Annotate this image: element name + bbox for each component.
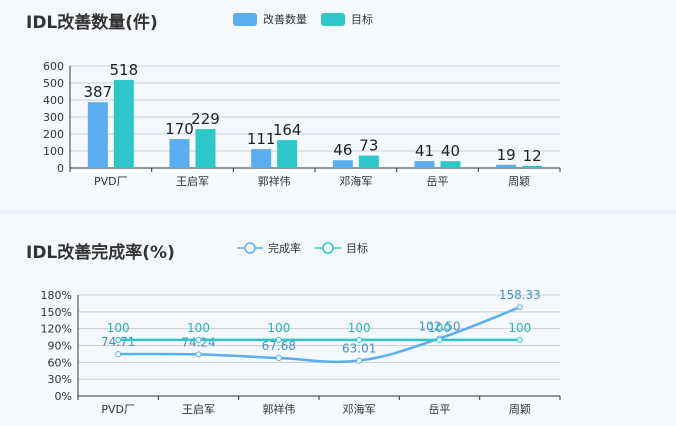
data-point	[356, 357, 363, 364]
x-tick-label: 郭祥伟	[258, 174, 291, 188]
data-point	[275, 336, 282, 343]
y-tick-label: 90%	[48, 340, 72, 353]
y-tick-label: 300	[43, 111, 64, 124]
y-tick-label: 600	[43, 60, 64, 73]
x-tick-label: 周颖	[509, 403, 531, 416]
bar-chart-panel: IDL改善数量(件) 改善数量 目标 0 100 200 300 400 500 600 PV…	[0, 0, 676, 210]
data-point	[195, 351, 202, 358]
legend-label-line2: 目标	[346, 242, 368, 255]
legend-item-line2[interactable]: 目标	[315, 240, 368, 256]
legend-label-bar1: 改善数量	[263, 13, 307, 26]
line-chart-title: IDL改善完成率(%)	[26, 243, 175, 263]
data-point	[436, 336, 443, 343]
legend-label-line1: 完成率	[268, 242, 301, 255]
bar	[87, 102, 108, 168]
x-tick-label: 王启军	[182, 403, 215, 416]
bar-value-label: 164	[273, 121, 302, 139]
bar-value-label: 170	[165, 120, 194, 138]
bar-value-label: 40	[441, 142, 460, 160]
bar-value-label: 111	[247, 130, 276, 148]
legend-swatch-bar1	[233, 12, 257, 26]
legend-swatch-bar2	[321, 12, 345, 26]
y-tick-label: 30%	[48, 373, 72, 386]
bar-value-label: 387	[84, 83, 113, 101]
data-label: 100	[187, 321, 210, 335]
bar-value-label: 46	[333, 141, 352, 159]
data-label: 100	[267, 321, 290, 335]
bar	[332, 160, 353, 168]
data-label: 100	[508, 321, 531, 335]
y-tick-label: 0	[57, 162, 64, 175]
y-tick-label: 180%	[41, 289, 72, 302]
data-point	[115, 351, 122, 358]
y-tick-label: 150%	[41, 306, 72, 319]
y-tick-label: 100	[43, 145, 64, 158]
x-tick-label: 周颖	[508, 175, 530, 188]
bar-value-label: 229	[191, 110, 220, 128]
y-tick-label: 200	[43, 128, 64, 141]
bar	[195, 129, 216, 168]
data-label: 158.33	[499, 288, 541, 302]
data-point	[516, 304, 523, 311]
y-tick-label: 120%	[41, 323, 72, 336]
legend-item-line1[interactable]: 完成率	[237, 240, 301, 256]
data-point	[516, 336, 523, 343]
y-tick-label: 500	[43, 77, 64, 90]
data-label: 67.68	[262, 339, 296, 353]
bar-value-label: 73	[359, 137, 378, 155]
series-line	[118, 305, 521, 364]
data-point	[275, 355, 282, 362]
x-tick-label: PVD厂	[101, 403, 135, 416]
legend-marker-line1	[237, 242, 263, 254]
data-label: 63.01	[342, 342, 376, 356]
x-tick-label: 岳平	[429, 403, 451, 416]
line-chart-panel: IDL改善完成率(%) 完成率 目标 0% 30% 60% 90% 120% 150% 18…	[0, 214, 676, 426]
x-tick-label: 邓海军	[339, 174, 372, 188]
data-point	[115, 336, 122, 343]
bar	[251, 149, 272, 168]
legend-marker-line2	[315, 242, 341, 254]
legend-label-bar2: 目标	[351, 13, 373, 26]
y-tick-label: 0%	[55, 390, 72, 403]
data-label: 102.50	[419, 319, 461, 333]
bar	[277, 140, 298, 168]
legend-item-bar2[interactable]: 目标	[321, 11, 373, 27]
bar	[522, 165, 543, 168]
x-tick-label: PVD厂	[94, 175, 128, 188]
bar-chart-legend: 改善数量 目标	[233, 11, 387, 27]
data-label: 100	[348, 321, 371, 335]
bar	[496, 164, 517, 168]
data-label: 100	[428, 321, 451, 335]
y-tick-label: 60%	[48, 356, 72, 369]
x-tick-label: 郭祥伟	[262, 402, 295, 416]
bar-value-label: 12	[523, 147, 542, 165]
bar-chart-title: IDL改善数量(件)	[26, 13, 158, 33]
data-point	[195, 336, 202, 343]
bar	[113, 79, 134, 168]
y-tick-label: 400	[43, 94, 64, 107]
bar	[169, 139, 190, 168]
bar	[358, 155, 379, 168]
bar	[440, 161, 461, 168]
bar-value-label: 19	[497, 146, 516, 164]
line-chart: 0% 30% 60% 90% 120% 150% 180% PVD厂 王启军 郭祥伟 邓海军 岳平 周颖…	[41, 288, 561, 416]
x-tick-label: 岳平	[427, 175, 449, 188]
bar	[414, 161, 435, 168]
data-label: 100	[107, 321, 130, 335]
legend-item-bar1[interactable]: 改善数量	[233, 11, 307, 27]
data-point	[356, 336, 363, 343]
x-tick-label: 邓海军	[343, 402, 376, 416]
bar-value-label: 41	[415, 142, 434, 160]
x-tick-label: 王启军	[176, 175, 209, 188]
bar-value-label: 518	[110, 61, 139, 79]
line-chart-legend: 完成率 目标	[237, 240, 382, 256]
